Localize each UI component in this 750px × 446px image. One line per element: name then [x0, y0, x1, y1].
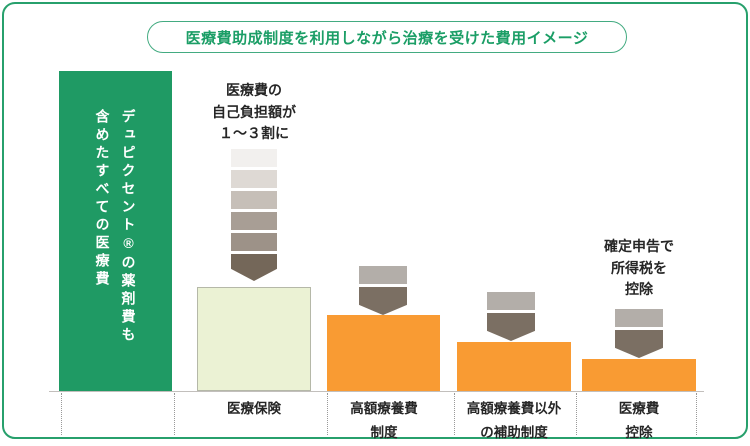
arrow-segment-5 [231, 233, 277, 251]
category-separator [576, 393, 577, 435]
arrow-segment-1 [615, 309, 663, 327]
bar-medical-insurance [197, 287, 311, 391]
bar-other-subsidy-systems [457, 342, 571, 391]
decrease-arrow-small-1 [359, 266, 407, 315]
annotation-copay-reduction: 医療費の 自己負担額が １～３割に [212, 82, 296, 142]
label-medical-expense-deduction: 医療費 控除 [618, 401, 660, 441]
bar-medical-expense-deduction [582, 359, 696, 391]
label-medical-insurance: 医療保険 [227, 401, 281, 416]
figure-frame: 医療費助成制度を利用しながら治療を受けた費用イメージ デュピクセント®の薬剤費も… [2, 2, 748, 440]
arrow-segment-1 [487, 292, 535, 310]
decrease-arrow-small-3 [615, 309, 663, 358]
arrow-tip-icon [359, 287, 407, 315]
total-bar-label-wrap: デュピクセント®の薬剤費も 含めたすべての医療費 [59, 71, 172, 391]
decrease-arrow-large [231, 149, 277, 281]
category-separator [61, 393, 62, 435]
decrease-arrow-small-2 [487, 292, 535, 341]
arrow-tip-icon [615, 330, 663, 358]
bar-total-medical-costs: デュピクセント®の薬剤費も 含めたすべての医療費 [59, 71, 172, 391]
arrow-segment-1 [359, 266, 407, 284]
category-separator [454, 393, 455, 435]
arrow-segment-1 [231, 149, 277, 167]
axis-baseline [49, 391, 704, 392]
annotation-tax-deduction: 確定申告で 所得税を 控除 [604, 238, 674, 298]
label-other-subsidy-systems: 高額療養費以外 の補助制度 [466, 401, 562, 441]
arrow-segment-3 [231, 191, 277, 209]
arrow-tip-icon [487, 313, 535, 341]
arrow-segment-2 [231, 170, 277, 188]
title-pill: 医療費助成制度を利用しながら治療を受けた費用イメージ [147, 21, 627, 53]
arrow-tip-icon [231, 254, 277, 281]
bar-high-cost-care-system [327, 315, 440, 391]
chart-canvas: 医療費助成制度を利用しながら治療を受けた費用イメージ デュピクセント®の薬剤費も… [4, 4, 746, 440]
total-bar-label: デュピクセント®の薬剤費も 含めたすべての医療費 [94, 109, 137, 345]
category-separator [327, 393, 328, 435]
label-high-cost-care-system: 高額療養費 制度 [350, 401, 418, 441]
figure-title: 医療費助成制度を利用しながら治療を受けた費用イメージ [185, 29, 589, 47]
arrow-segment-4 [231, 212, 277, 230]
category-separator [174, 393, 175, 435]
category-separator [696, 393, 697, 435]
